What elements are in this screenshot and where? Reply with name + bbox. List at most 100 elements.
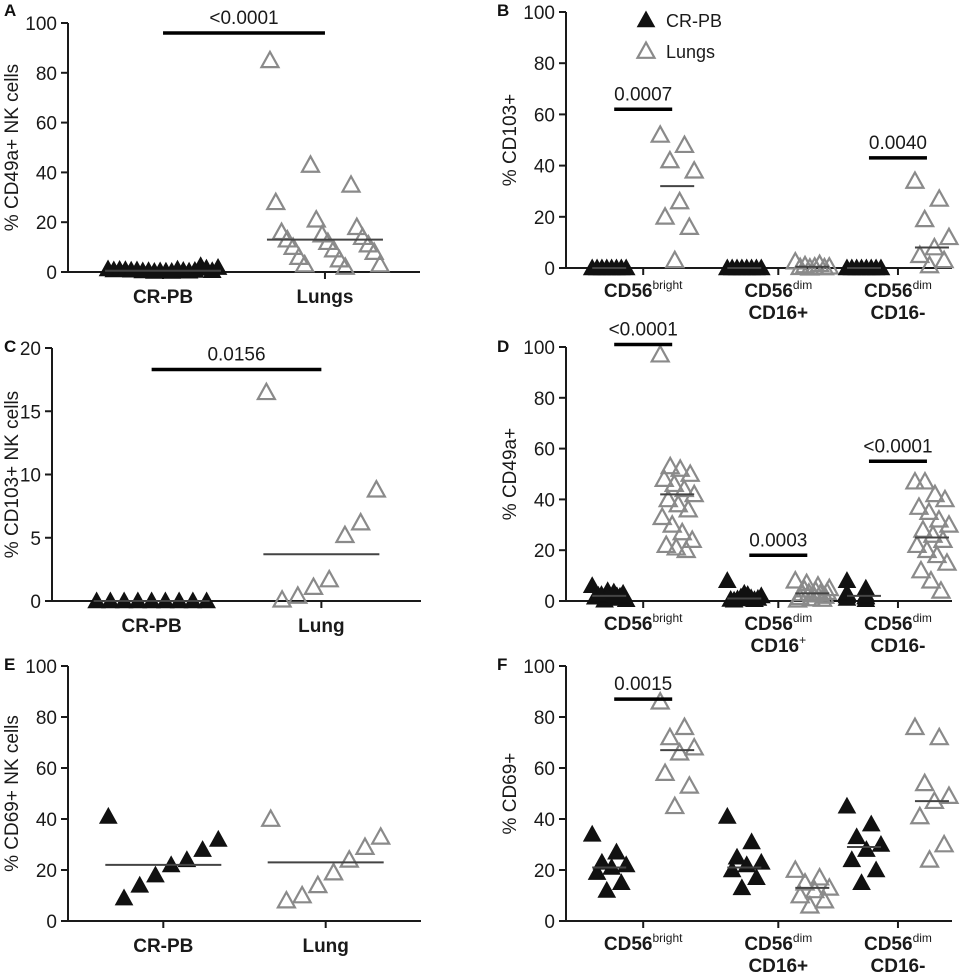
legend-marker-cr-pb <box>636 10 656 28</box>
data-point-lungs <box>919 254 940 274</box>
data-point-lungs <box>904 470 926 490</box>
data-point-lungs <box>311 223 333 243</box>
y-tick-label: 0 <box>544 592 555 613</box>
y-tick-label: 0 <box>544 912 555 933</box>
data-point-lungs <box>933 833 955 853</box>
legend-marker-lungs <box>635 40 657 59</box>
data-point-lungs <box>906 534 928 554</box>
data-point-lungs <box>358 233 379 253</box>
data-point-lungs <box>659 726 681 746</box>
x-tick-label: CD56dim <box>864 278 932 302</box>
data-point-lungs <box>305 208 327 228</box>
panel-e: 0 20 40 60 80 100 % CD69+ NK cells CR-PB Lung <box>2 657 421 957</box>
y-axis-label: % CD49a+ NK cells <box>2 64 23 231</box>
data-point-lungs <box>655 534 677 554</box>
data-point-lungs <box>908 496 930 515</box>
data-point-cr_pb <box>193 840 212 857</box>
x-tick-label: CD56bright <box>604 278 683 302</box>
y-tick-label: 20 <box>36 213 57 234</box>
data-point-cr_pb <box>717 571 737 588</box>
data-point-lungs <box>649 124 671 143</box>
data-point-lungs <box>287 585 309 604</box>
data-point-lungs <box>919 849 940 868</box>
data-point-cr_pb <box>130 875 150 893</box>
x-tick-label: CD56dim <box>744 278 812 302</box>
data-point-lungs <box>664 249 686 269</box>
y-tick-label: 20 <box>534 208 555 229</box>
data-point-lungs <box>303 576 324 595</box>
data-point-cr_pb <box>173 260 193 278</box>
y-tick-label: 60 <box>36 759 57 780</box>
x-tick-label-line2: CD16- <box>871 956 926 975</box>
y-tick-label: 100 <box>25 657 57 678</box>
data-point-lungs <box>366 478 387 498</box>
x-tick-label-line2: CD16- <box>871 636 926 657</box>
data-point-lungs <box>294 253 316 273</box>
data-point-lungs <box>669 458 691 477</box>
data-point-lungs <box>346 216 368 236</box>
data-point-cr_pb <box>208 829 228 847</box>
y-tick-label: 40 <box>36 163 57 184</box>
data-point-lungs <box>794 254 816 274</box>
data-point-lungs <box>657 488 679 508</box>
data-point-lungs <box>679 463 701 482</box>
y-tick-label: 60 <box>534 440 555 461</box>
data-point-lungs <box>370 826 392 845</box>
x-tick-label: CD56dim <box>864 931 932 955</box>
y-tick-label: 40 <box>534 810 555 831</box>
data-point-lungs <box>307 874 329 894</box>
data-point-lungs <box>673 478 695 498</box>
data-point-lungs <box>674 716 695 736</box>
data-point-cr_pb <box>866 860 886 878</box>
data-point-cr_pb <box>582 576 602 594</box>
y-tick-label: 40 <box>534 490 555 511</box>
x-tick-label: CD56dim <box>744 611 812 635</box>
data-point-lungs <box>282 236 304 255</box>
data-point-lungs <box>922 524 944 543</box>
data-point-lungs <box>798 582 820 601</box>
data-point-cr_pb <box>589 585 608 603</box>
panel-letter-d: D <box>497 337 509 356</box>
data-point-lungs <box>933 249 955 269</box>
data-point-lungs <box>804 879 826 899</box>
data-point-cr_pb <box>742 832 761 850</box>
data-point-cr_pb <box>837 796 857 814</box>
p-value-label: 0.0156 <box>207 345 265 366</box>
data-point-lungs <box>904 716 926 736</box>
y-tick-label: 60 <box>36 114 57 135</box>
data-point-cr_pb <box>751 852 771 870</box>
x-tick-label-line2: CD16- <box>871 303 926 324</box>
data-point-cr_pb <box>146 865 165 883</box>
data-point-lungs <box>288 246 310 265</box>
y-tick-label: 80 <box>534 708 555 729</box>
data-point-lungs <box>938 226 960 246</box>
y-tick-label: 60 <box>534 105 555 126</box>
data-point-lungs <box>300 154 321 173</box>
data-point-cr_pb <box>871 834 891 852</box>
y-tick-label: 15 <box>20 402 41 423</box>
y-tick-label: 20 <box>534 861 555 882</box>
data-point-cr_pb <box>847 827 867 845</box>
data-point-lungs <box>799 894 821 914</box>
x-tick-label: CD56bright <box>604 611 683 635</box>
data-point-lungs <box>928 188 950 207</box>
data-point-lungs <box>659 149 681 169</box>
data-point-lungs <box>909 805 931 825</box>
y-tick-label: 80 <box>36 708 57 729</box>
data-point-lungs <box>671 521 693 541</box>
data-point-lungs <box>338 849 360 868</box>
data-point-lungs <box>904 170 926 189</box>
y-tick-label: 80 <box>534 54 555 75</box>
data-point-lungs <box>675 539 697 559</box>
data-point-lungs <box>654 206 676 225</box>
data-point-lungs <box>256 381 277 401</box>
y-tick-label: 80 <box>534 389 555 410</box>
data-point-cr_pb <box>747 868 766 885</box>
data-point-cr_pb <box>98 806 118 824</box>
legend: CR-PB Lungs <box>635 10 722 62</box>
data-point-cr_pb <box>597 880 617 898</box>
data-point-lungs <box>784 859 806 878</box>
data-point-lungs <box>909 244 931 264</box>
x-tick-label: Lungs <box>296 287 353 308</box>
